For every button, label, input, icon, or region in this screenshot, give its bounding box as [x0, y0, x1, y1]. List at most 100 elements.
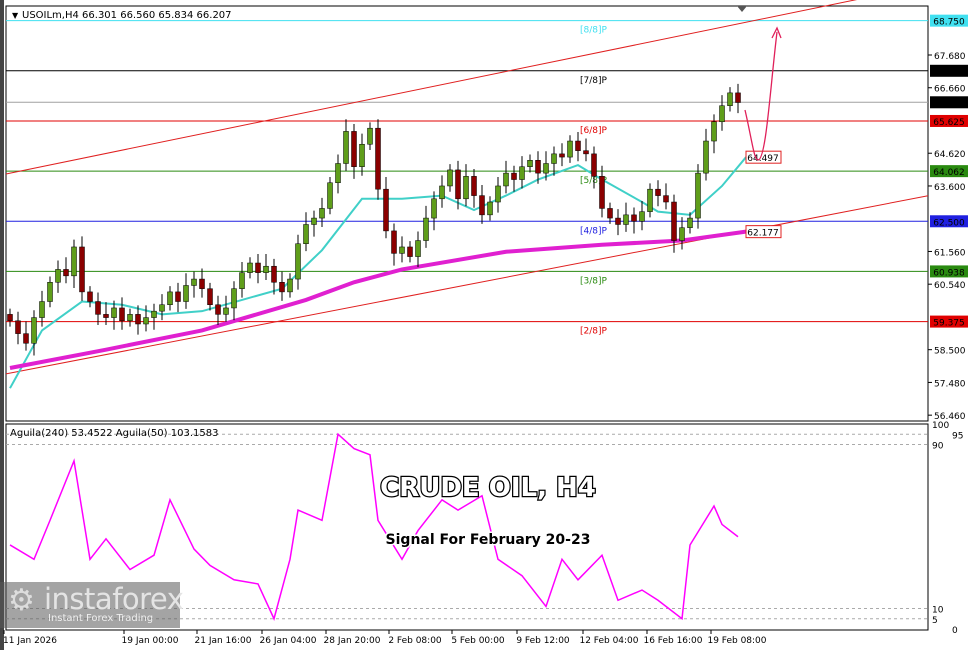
bull-candle [447, 169, 453, 187]
bear-candle [671, 201, 677, 241]
bear-candle [255, 262, 261, 273]
price-tag [930, 64, 968, 77]
murrey-label: [6/8]P [580, 126, 608, 136]
bull-candle [423, 217, 429, 241]
price-tag [930, 215, 968, 228]
price-tag [930, 114, 968, 127]
bear-candle [559, 153, 565, 158]
bear-candle [23, 333, 29, 344]
bull-candle [439, 185, 445, 200]
indicator-level-label: 5 [932, 616, 938, 626]
bull-candle [47, 282, 53, 302]
time-tick-label: 26 Jan 04:00 [260, 636, 317, 646]
price-tick-label: 63.600 [934, 183, 966, 193]
price-tag-label: 60.938 [933, 268, 965, 278]
bear-candle [735, 92, 741, 103]
indicator-level-label: 95 [952, 431, 963, 441]
bear-candle [119, 307, 125, 322]
bull-candle [39, 301, 45, 318]
bull-candle [647, 188, 653, 212]
bull-candle [343, 131, 349, 164]
time-tick-label: 28 Jan 20:00 [324, 636, 381, 646]
price-tick-label: 57.480 [934, 379, 966, 389]
bull-candle [287, 278, 293, 293]
channel-line [5, 0, 858, 175]
bull-candle [463, 176, 469, 200]
watermark-brand: instaforex [44, 582, 184, 616]
indicator-level-label: 10 [932, 606, 944, 616]
bull-candle [567, 140, 573, 158]
bear-candle [175, 291, 181, 302]
bull-candle [223, 307, 229, 315]
time-tick-label: 9 Feb 12:00 [516, 636, 570, 646]
instaforex-watermark: ⚙ instaforex Instant Forex Trading [0, 582, 184, 628]
bear-candle [79, 246, 85, 293]
bear-candle [375, 127, 381, 190]
bull-candle [71, 246, 77, 277]
main-chart-area[interactable] [5, 5, 929, 422]
watermark-tagline: Instant Forex Trading [48, 613, 154, 624]
bull-candle [519, 166, 525, 180]
bear-candle [655, 188, 661, 196]
murrey-label: [3/8]P [580, 276, 608, 286]
price-tick-label: 61.560 [934, 248, 966, 258]
price-tag-label: 68.750 [933, 18, 965, 28]
price-tick-label: 64.620 [934, 150, 966, 160]
aguila-line [9, 432, 739, 621]
shift-marker-icon[interactable] [737, 6, 747, 12]
indicator-info: Aguila(240) 53.4522 Aguila(50) 103.1583 [10, 428, 218, 439]
price-tag-label: 62.500 [933, 218, 965, 228]
time-tick-label: 11 Jan 2026 [3, 636, 57, 646]
time-axis: 11 Jan 2026 19 Jan 00:00 21 Jan 16:00 26 Ja… [3, 630, 767, 646]
overlay-subtitle: Signal For February 20-23 [386, 532, 591, 548]
bull-candle [703, 140, 709, 174]
bear-candle [103, 314, 109, 318]
bull-candle [127, 314, 133, 322]
price-tick-label: 66.660 [934, 85, 966, 95]
bear-candle [135, 314, 141, 325]
murrey-label: [4/8]P [580, 226, 608, 236]
bull-candle [247, 262, 253, 273]
price-tag [930, 14, 968, 27]
bull-candle [503, 172, 509, 187]
bull-candle [431, 198, 437, 219]
price-tag-label: 59.375 [933, 319, 965, 329]
bear-candle [199, 278, 205, 289]
bull-candle [327, 182, 333, 209]
price-tick-label: 58.500 [934, 347, 966, 357]
bull-candle [679, 227, 685, 241]
bull-candle [687, 217, 693, 228]
bear-candle [471, 176, 477, 196]
price-tag-label: 65.625 [933, 118, 965, 128]
current-price-label: 66.207 [933, 99, 965, 109]
price-tick-label: 67.680 [934, 52, 966, 62]
ma-slow-line [9, 229, 747, 370]
bear-candle [511, 172, 517, 180]
murrey-label: [7/8]P [580, 76, 608, 86]
bear-candle [407, 246, 413, 257]
bull-candle [263, 265, 269, 273]
bull-candle [711, 121, 717, 142]
gear-logo-icon: ⚙ [8, 583, 35, 618]
bull-candle [415, 240, 421, 257]
price-tag [930, 315, 968, 328]
bull-candle [335, 163, 341, 184]
arrow-head-icon [771, 26, 782, 39]
bull-candle [55, 269, 61, 283]
bear-candle [15, 320, 21, 334]
dropdown-triangle-icon[interactable]: ▼ [12, 11, 19, 20]
bull-candle [495, 185, 501, 203]
bear-candle [631, 214, 637, 222]
bear-candle [583, 150, 589, 155]
indicator-level-label: 90 [932, 442, 944, 452]
bear-candle [575, 140, 581, 151]
bull-candle [191, 278, 197, 286]
bull-candle [167, 291, 173, 305]
price-tag [930, 165, 968, 178]
current-price-tag [930, 96, 968, 109]
bull-candle [399, 246, 405, 254]
bear-candle [383, 188, 389, 232]
time-tick-label: 19 Feb 08:00 [707, 636, 766, 646]
